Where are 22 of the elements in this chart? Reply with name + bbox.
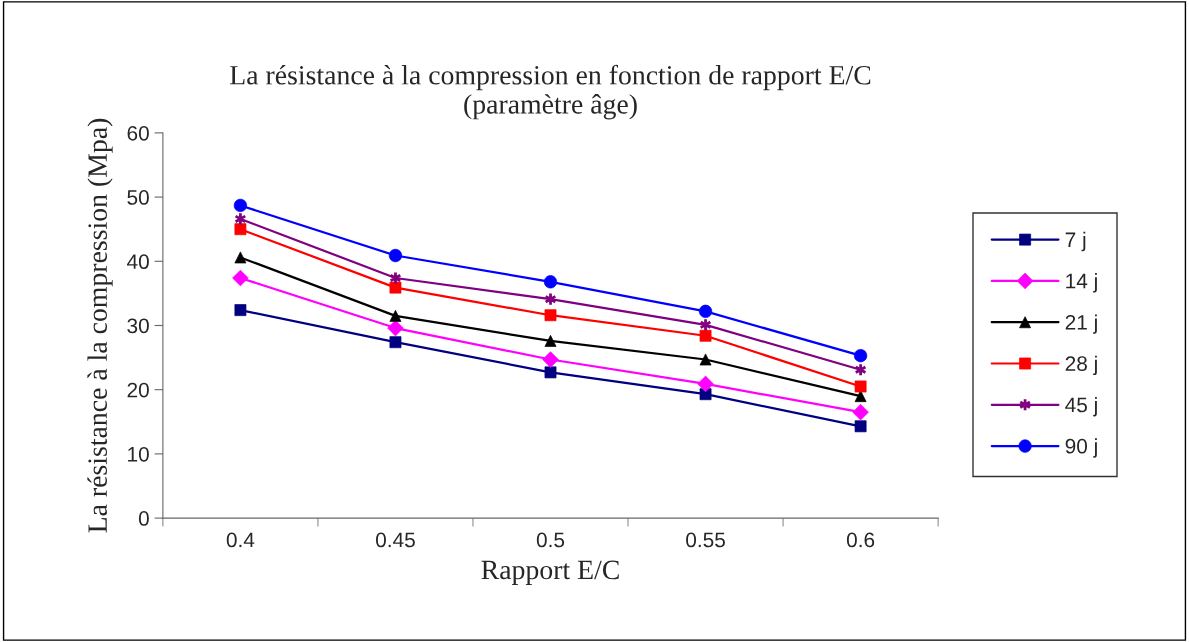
y-tick-label: 0 bbox=[138, 511, 149, 526]
legend-label: 45 j bbox=[1065, 396, 1097, 417]
legend-label: 21 j bbox=[1065, 314, 1097, 334]
y-tick-label: 50 bbox=[127, 190, 149, 205]
x-tick-label: 0.5 bbox=[536, 532, 565, 548]
y-tick-label: 20 bbox=[127, 382, 149, 398]
legend-label: 7 j bbox=[1065, 231, 1086, 252]
x-tick-label: 0.4 bbox=[226, 532, 255, 548]
y-tick-label: 40 bbox=[127, 254, 149, 270]
legend-label: 28 j bbox=[1065, 355, 1097, 376]
x-tick-label: 0.6 bbox=[846, 532, 875, 548]
point bbox=[852, 403, 869, 421]
chart-title: La résistance à la compression en fonction de rapport E/C (paramètre âge) bbox=[230, 64, 871, 120]
y-tick-label: 60 bbox=[127, 125, 149, 141]
y-tick-label: 30 bbox=[127, 318, 149, 334]
y-axis-title: La résistance à la compression (Mpa) bbox=[87, 118, 113, 533]
x-tick-label: 0.45 bbox=[376, 532, 415, 548]
x-tick-label: 0.55 bbox=[686, 532, 725, 548]
legend-label: 90 j bbox=[1065, 438, 1097, 458]
x-axis-title: Rapport E/C bbox=[481, 560, 619, 585]
y-tick-label: 10 bbox=[128, 446, 149, 462]
legend-label: 14 j bbox=[1066, 273, 1097, 293]
